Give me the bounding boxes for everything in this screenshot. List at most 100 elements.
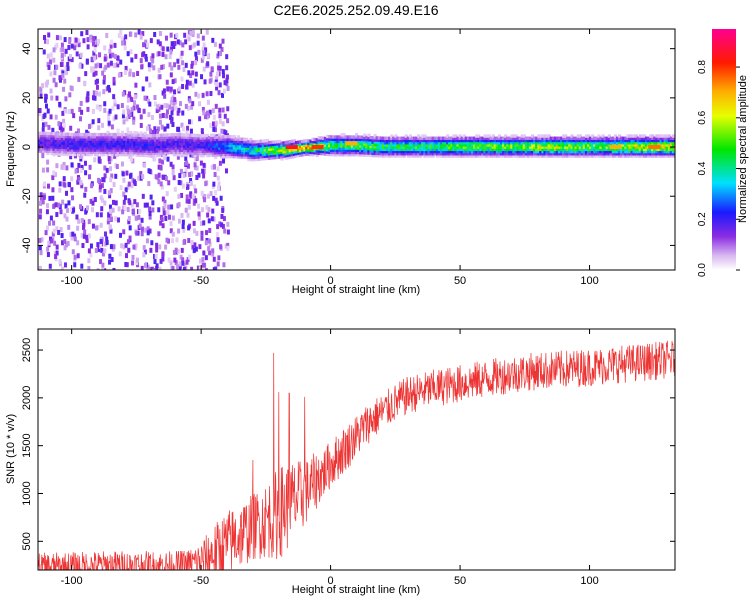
heatmap-band-cell (60, 139, 64, 143)
heatmap-noise-cell (165, 113, 169, 119)
heatmap-band-cell (495, 149, 500, 154)
heatmap-band-cell (75, 146, 79, 150)
heatmap-noise-cell (64, 48, 68, 54)
heatmap-band-cell (325, 143, 330, 148)
heatmap-noise-cell (130, 183, 134, 189)
heatmap-band-cell (38, 140, 42, 144)
heatmap-band-cell (199, 153, 203, 158)
heatmap-band-cell (388, 143, 392, 147)
heatmap-band-cell (151, 136, 156, 140)
heatmap-band-cell (98, 148, 102, 152)
heatmap-noise-cell (179, 254, 183, 260)
heatmap-band-cell (417, 134, 421, 138)
heatmap-noise-cell (146, 230, 150, 236)
heatmap-noise-cell (117, 58, 121, 64)
heatmap-noise-cell (134, 53, 138, 59)
heatmap-noise-cell (126, 97, 130, 103)
heatmap-band-cell (203, 151, 207, 156)
heatmap-band-cell (607, 141, 611, 145)
heatmap-noise-cell (112, 267, 116, 270)
heatmap-band-cell (361, 146, 365, 151)
heatmap-band-cell (139, 142, 143, 146)
heatmap-band-cell (323, 143, 328, 147)
heatmap-band-cell (114, 139, 118, 143)
heatmap-band-cell (296, 151, 301, 156)
heatmap-band-cell (234, 139, 238, 143)
heatmap-band-cell (114, 141, 118, 146)
heatmap-band-cell (553, 136, 558, 140)
heatmap-band-cell (352, 153, 357, 157)
heatmap-band-cell (452, 136, 456, 140)
heatmap-band-cell (292, 148, 296, 152)
heatmap-band-cell (135, 144, 139, 148)
heatmap-noise-cell (226, 229, 230, 235)
heatmap-noise-cell (148, 169, 152, 175)
heatmap-band-cell (149, 140, 154, 145)
heatmap-noise-cell (182, 126, 186, 132)
heatmap-noise-cell (200, 235, 204, 241)
heatmap-band-cell (402, 147, 406, 152)
heatmap-band-cell (431, 152, 435, 156)
heatmap-band-cell (325, 134, 330, 139)
heatmap-band-cell (638, 145, 642, 149)
heatmap-noise-cell (164, 175, 168, 181)
heatmap-band-cell (410, 141, 415, 145)
heatmap-noise-cell (168, 62, 172, 68)
heatmap-band-cell (46, 147, 50, 151)
heatmap-noise-cell (187, 70, 191, 76)
heatmap-noise-cell (122, 109, 126, 115)
heatmap-band-cell (611, 154, 616, 158)
heatmap-noise-cell (169, 49, 173, 55)
heatmap-band-cell (520, 145, 524, 149)
heatmap-noise-cell (130, 107, 134, 113)
heatmap-band-cell (555, 136, 560, 140)
heatmap-band-cell (657, 152, 661, 156)
heatmap-band-cell (58, 145, 62, 149)
heatmap-band-cell (122, 135, 127, 139)
heatmap-band-cell (73, 137, 77, 141)
heatmap-band-cell (518, 143, 522, 147)
heatmap-noise-cell (210, 164, 214, 170)
heatmap-noise-cell (173, 186, 177, 192)
heatmap-band-cell (46, 144, 50, 149)
heatmap-noise-cell (72, 207, 76, 213)
heatmap-band-cell (661, 134, 665, 138)
heatmap-noise-cell (64, 242, 68, 248)
heatmap-noise-cell (201, 262, 205, 268)
heatmap-band-cell (381, 145, 386, 149)
heatmap-band-cell (280, 154, 284, 159)
heatmap-band-cell (332, 146, 336, 150)
heatmap-noise-cell (188, 254, 192, 260)
heatmap-band-cell (632, 138, 636, 143)
heatmap-band-cell (149, 151, 154, 156)
heatmap-noise-cell (65, 165, 69, 171)
heatmap-band-cell (292, 141, 296, 145)
heatmap-noise-cell (214, 120, 218, 126)
heatmap-band-cell (495, 145, 500, 149)
snr-x-label: Height of straight line (km) (292, 584, 420, 596)
heatmap-band-cell (539, 134, 543, 138)
heatmap-noise-cell (131, 260, 135, 266)
heatmap-band-cell (466, 149, 471, 154)
heatmap-band-cell (139, 144, 143, 149)
heatmap-band-cell (359, 142, 363, 146)
heatmap-band-cell (522, 138, 526, 143)
heatmap-band-cell (603, 145, 607, 149)
heatmap-noise-cell (79, 156, 83, 162)
heatmap-band-cell (303, 143, 307, 148)
heatmap-band-cell (568, 143, 572, 147)
heatmap-band-cell (156, 149, 160, 153)
heatmap-band-cell (429, 136, 433, 140)
heatmap-band-cell (520, 147, 524, 152)
heatmap-band-cell (83, 139, 87, 143)
heatmap-band-cell (400, 149, 404, 154)
heatmap-band-cell (67, 141, 71, 145)
heatmap-noise-cell (77, 42, 81, 48)
heatmap-band-cell (638, 154, 642, 158)
heatmap-band-cell (160, 149, 164, 153)
heatmap-noise-cell (188, 45, 192, 51)
heatmap-band-cell (112, 146, 116, 150)
heatmap-noise-cell (182, 266, 186, 270)
heatmap-band-cell (141, 138, 145, 142)
heatmap-noise-cell (197, 203, 201, 209)
